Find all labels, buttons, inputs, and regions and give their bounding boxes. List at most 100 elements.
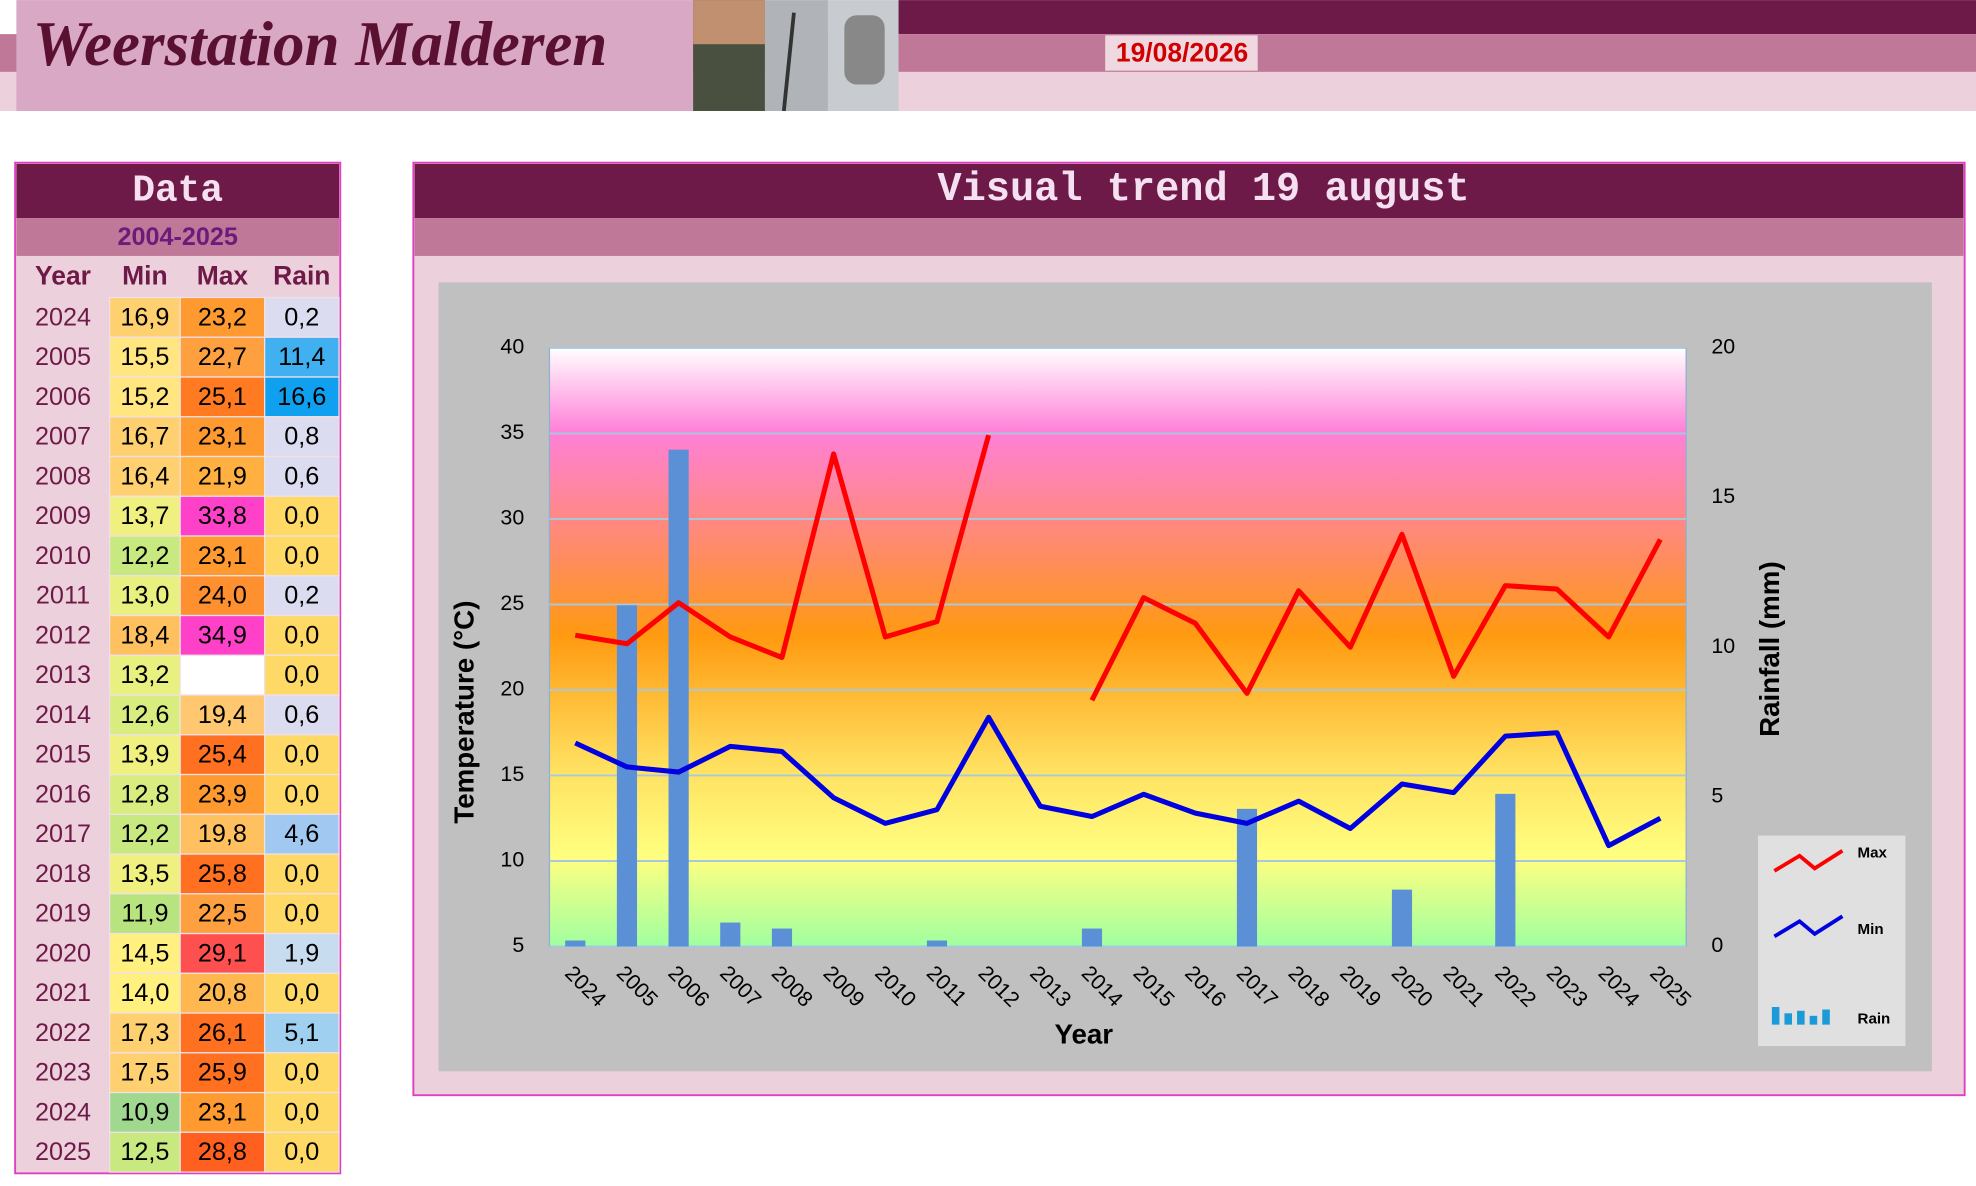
cell-fill: [179, 734, 266, 776]
cell-fill: [179, 813, 266, 855]
header-band: [898, 0, 1976, 35]
legend: [1757, 835, 1906, 1047]
photo: [844, 15, 885, 85]
cell-value: 25,1: [198, 383, 247, 411]
cell-fill: [264, 853, 340, 895]
cell-fill: [109, 694, 181, 736]
y2-tick-label: 10: [1711, 634, 1735, 658]
year-cell: 2020: [35, 939, 91, 967]
rain-bar: [1236, 808, 1258, 947]
cell-value: 17,3: [120, 1019, 169, 1047]
cell-fill: [264, 416, 340, 458]
series-line: [574, 714, 1662, 849]
cell-value: 12,5: [120, 1138, 169, 1166]
cell-value: 24,0: [198, 582, 247, 610]
cell-value: 0,0: [284, 542, 319, 570]
cell-fill: [109, 1131, 181, 1173]
year-cell: 2008: [35, 462, 91, 490]
cell-value: 25,9: [198, 1059, 247, 1087]
cell-value: 4,6: [284, 820, 319, 848]
cell-fill: [179, 853, 266, 895]
rain-bar: [1495, 793, 1516, 947]
cell-fill: [264, 376, 340, 418]
legend-icon: [1773, 914, 1844, 939]
cell-value: 0,0: [284, 502, 319, 530]
cell-fill: [179, 416, 266, 458]
cell-value: 23,1: [198, 423, 247, 451]
cell-fill: [109, 813, 181, 855]
cell-fill: [109, 773, 181, 815]
year-cell: 2018: [35, 860, 91, 888]
year-cell: 2014: [35, 701, 91, 729]
cell-value: 20,8: [198, 979, 247, 1007]
cell-fill: [264, 535, 340, 577]
y-tick-label: 10: [500, 848, 524, 872]
cell-fill: [264, 296, 340, 338]
year-cell: 2017: [35, 820, 91, 848]
photo: [781, 12, 796, 112]
cell-fill: [264, 455, 340, 497]
cell-fill: [109, 654, 181, 696]
cell-value: 0,0: [284, 900, 319, 928]
date: 19/08/2026: [1116, 37, 1248, 67]
y-tick-label: 35: [500, 420, 524, 444]
site-title: Weerstation Malderen: [33, 9, 608, 79]
cell-fill: [264, 813, 340, 855]
year-cell: 2022: [35, 1019, 91, 1047]
cell-value: 23,1: [198, 542, 247, 570]
cell-fill: [264, 893, 340, 935]
cell-value: 0,0: [284, 860, 319, 888]
year-cell: 2019: [35, 900, 91, 928]
cell-fill: [179, 932, 266, 974]
y2-tick-label: 5: [1711, 784, 1723, 808]
cell-value: 16,6: [277, 383, 326, 411]
cell-value: 13,0: [120, 582, 169, 610]
legend-label: Min: [1858, 921, 1884, 938]
cell-fill: [264, 694, 340, 736]
cell-fill: [109, 495, 181, 537]
cell-value: 0,0: [284, 1098, 319, 1126]
cell-value: 16,9: [120, 303, 169, 331]
column-header: Year: [35, 260, 91, 290]
legend-icon: [1784, 1013, 1793, 1025]
photo: [693, 0, 765, 45]
legend-label: Max: [1858, 844, 1888, 861]
legend-icon: [1809, 1015, 1818, 1025]
cell-value: 15,2: [120, 383, 169, 411]
cell-fill: [264, 1131, 340, 1173]
cell-fill: [179, 773, 266, 815]
rain-bar: [565, 940, 586, 947]
header: Weerstation Malderen 19/08/2026: [0, 0, 1976, 112]
cell-value: 17,5: [120, 1059, 169, 1087]
cell-fill: [179, 654, 266, 696]
cell-value: 0,6: [284, 701, 319, 729]
cell-fill: [264, 932, 340, 974]
cell-value: 13,9: [120, 741, 169, 769]
cell-value: 21,9: [198, 462, 247, 490]
legend-icon: [1773, 849, 1844, 873]
cell-fill: [264, 336, 340, 378]
column-header: Rain: [273, 260, 330, 290]
cell-value: 28,8: [198, 1138, 247, 1166]
cell-value: 0,8: [284, 423, 319, 451]
cell-value: 11,4: [278, 343, 325, 371]
cell-fill: [109, 1052, 181, 1094]
cell-value: 1,9: [284, 939, 319, 967]
table-subtitle-bar: [16, 218, 339, 256]
y-axis-label: Temperature (°C): [449, 601, 480, 824]
cell-value: 23,1: [198, 1098, 247, 1126]
cell-fill: [179, 575, 266, 617]
y2-tick-label: 15: [1711, 484, 1735, 508]
cell-value: 0,0: [284, 1059, 319, 1087]
cell-value: 25,8: [198, 860, 247, 888]
cell-value: 23,9: [198, 780, 247, 808]
cell-value: 29,1: [198, 939, 247, 967]
cell-value: 13,5: [120, 860, 169, 888]
year-cell: 2021: [35, 979, 91, 1007]
series-line: [574, 434, 1663, 702]
cell-value: 13,7: [120, 502, 169, 530]
cell-fill: [264, 654, 340, 696]
cell-value: 23,2: [198, 303, 247, 331]
chart-title-bar: [414, 163, 1964, 219]
